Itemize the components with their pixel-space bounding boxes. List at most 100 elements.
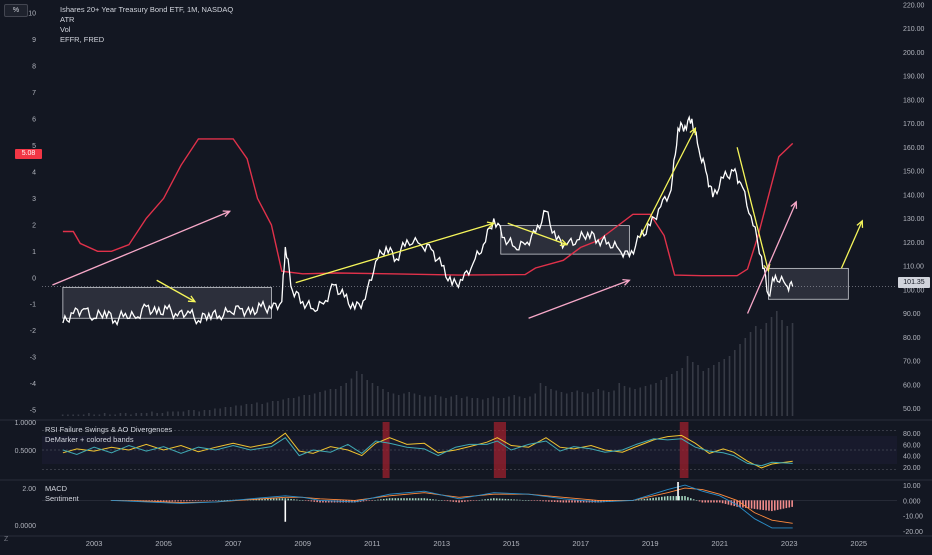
macd-histogram-bar: [513, 499, 515, 501]
macd-histogram-bar: [212, 500, 214, 501]
left-axis-tick: 4: [32, 169, 36, 176]
macd-histogram-bar: [643, 498, 646, 501]
volume-bar: [397, 395, 400, 416]
macd-histogram-bar: [753, 500, 756, 509]
volume-bar: [67, 414, 69, 416]
macd-histogram-bar: [571, 500, 573, 503]
macd-histogram-bar: [742, 500, 744, 508]
yellow-trend-arrow: [295, 222, 495, 284]
rate-last-value-badge: 5.08: [15, 149, 42, 159]
macd-histogram-bar: [739, 500, 741, 508]
legend-atr[interactable]: ATR: [60, 15, 75, 24]
macd-histogram-bar: [487, 498, 489, 501]
macd-right-tick: 0.000: [903, 498, 921, 505]
macd-histogram-bar: [397, 498, 400, 501]
macd-histogram-bar: [298, 499, 301, 501]
rsi-pane-title[interactable]: RSI Failure Swings & AO Divergences: [45, 425, 173, 434]
macd-histogram-bar: [785, 500, 788, 509]
macd-histogram-bar: [330, 500, 333, 503]
macd-histogram-bar: [214, 500, 217, 501]
macd-histogram-bar: [414, 498, 417, 501]
volume-bar: [235, 405, 237, 416]
pink-trend-arrow-head: [222, 210, 232, 218]
volume-bar: [166, 411, 169, 416]
volume-bar: [82, 414, 85, 416]
macd-histogram-bar: [420, 498, 423, 501]
macd-histogram-bar: [756, 500, 759, 510]
yellow-trend-arrow-head: [486, 221, 496, 229]
right-axis-tick: 50.00: [903, 406, 921, 413]
left-axis-tick: -2: [30, 328, 36, 335]
left-axis-tick: 10: [28, 11, 36, 18]
volume-bar: [718, 362, 720, 416]
right-axis-tick: 210.00: [903, 26, 925, 33]
macd-histogram-bar: [464, 500, 466, 502]
macd-histogram-bar: [458, 500, 460, 503]
macd-histogram-bar: [449, 500, 452, 502]
macd-histogram-bar: [417, 498, 420, 501]
volume-bar: [177, 411, 179, 416]
volume-bar: [644, 386, 647, 416]
volume-bar: [445, 398, 447, 416]
macd-histogram-bar: [771, 500, 773, 512]
right-axis-tick: 80.00: [903, 335, 921, 342]
left-axis-tick: -5: [30, 408, 36, 415]
volume-bar: [292, 398, 295, 416]
macd-histogram-bar: [162, 500, 165, 502]
sentiment-pane-title[interactable]: Sentiment: [45, 494, 79, 503]
volume-bar: [576, 390, 579, 416]
volume-bar: [219, 408, 221, 416]
volume-bar: [140, 413, 143, 416]
rsi-highlight-band: [679, 422, 689, 478]
volume-bar: [135, 413, 137, 416]
volume-bar: [460, 398, 463, 416]
volume-bar: [733, 350, 736, 416]
macd-histogram-bar: [371, 500, 373, 501]
volume-bar: [161, 413, 164, 416]
yellow-trend-arrow: [840, 220, 863, 269]
left-axis-tick: 8: [32, 64, 36, 71]
volume-bar: [277, 401, 279, 416]
macd-histogram-bar: [536, 500, 539, 501]
volume-bar: [450, 396, 453, 416]
symbol-title[interactable]: Ishares 20+ Year Treasury Bond ETF, 1M, …: [60, 5, 234, 14]
macd-histogram-bar: [278, 498, 281, 501]
macd-histogram-bar: [197, 500, 200, 501]
right-axis-tick: 140.00: [903, 192, 925, 199]
volume-bar: [697, 365, 699, 416]
percent-scale-button[interactable]: %: [4, 4, 28, 17]
macd-histogram-bar: [776, 500, 779, 510]
volume-bar: [250, 404, 253, 416]
macd-histogram-bar: [478, 499, 481, 501]
demarker-pane-title[interactable]: DeMarker + colored bands: [45, 435, 134, 444]
demarker-line: [62, 437, 793, 467]
x-axis-tick: 2003: [86, 539, 103, 548]
left-axis-tick: 9: [32, 37, 36, 44]
volume-bar: [256, 402, 258, 416]
macd-histogram-bar: [400, 498, 402, 501]
macd-histogram-bar: [310, 500, 313, 502]
volume-bar: [350, 378, 353, 416]
macd-histogram-bar: [313, 500, 316, 502]
volume-bar: [214, 408, 216, 416]
volume-bar: [712, 365, 715, 416]
macd-histogram-bar: [745, 500, 747, 508]
left-axis-tick: 3: [32, 196, 36, 203]
rsi-axis-tick: 0.5000: [15, 448, 37, 455]
right-axis-tick: 60.00: [903, 382, 921, 389]
macd-pane-title[interactable]: MACD: [45, 484, 68, 493]
volume-bar: [481, 399, 484, 416]
macd-histogram-bar: [385, 498, 388, 501]
right-axis-tick: 120.00: [903, 240, 925, 247]
macd-histogram-bar: [316, 500, 318, 503]
volume-bar: [544, 386, 547, 416]
volume-bar: [728, 356, 731, 416]
legend-effr[interactable]: EFFR, FRED: [60, 35, 105, 44]
legend-vol[interactable]: Vol: [60, 25, 71, 34]
macd-histogram-bar: [716, 500, 718, 503]
yellow-trend-arrow: [639, 127, 696, 238]
right-axis-tick: 170.00: [903, 121, 925, 128]
macd-histogram-bar: [736, 500, 738, 507]
macd-histogram-bar: [773, 500, 776, 511]
